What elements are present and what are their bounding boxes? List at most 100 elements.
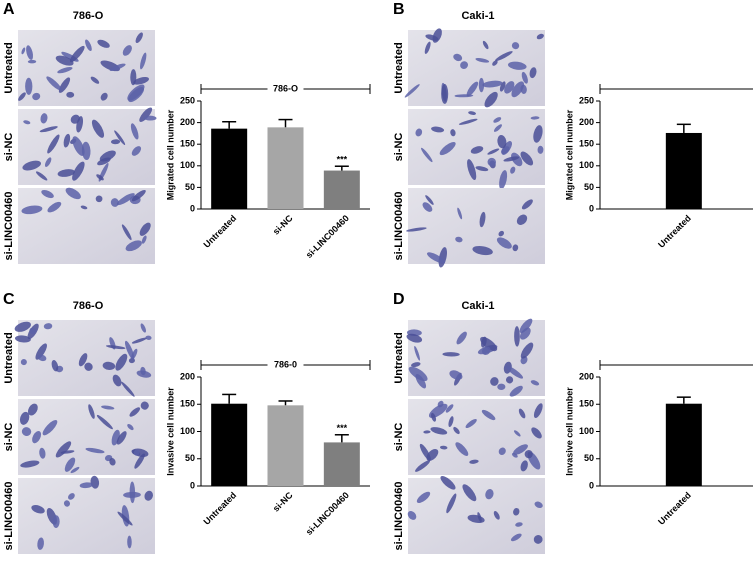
row-label: si-LINC00460 <box>393 191 405 260</box>
cell <box>431 126 445 133</box>
cell <box>69 45 85 63</box>
bar <box>665 403 702 486</box>
cell <box>510 533 522 542</box>
bar <box>323 170 360 209</box>
cell <box>140 52 147 70</box>
cell <box>85 447 105 454</box>
y-tick-label: 0 <box>589 203 594 213</box>
cell <box>448 416 454 428</box>
image-title: Caki-1 <box>461 300 494 312</box>
y-tick-label: 50 <box>185 453 195 463</box>
cell <box>487 157 497 167</box>
cell <box>129 481 136 504</box>
cell <box>110 139 121 145</box>
cell <box>41 189 54 199</box>
cell <box>425 195 434 205</box>
cell <box>14 321 31 332</box>
cell <box>511 42 520 50</box>
y-tick-label: 100 <box>180 160 195 170</box>
cell <box>516 214 528 225</box>
cell <box>520 151 534 166</box>
cell <box>131 337 147 344</box>
cell <box>520 84 527 94</box>
cell <box>515 522 523 527</box>
micrograph <box>408 109 545 190</box>
cell <box>95 195 103 203</box>
bar <box>211 128 248 209</box>
cell <box>88 404 95 419</box>
row-label: si-NC <box>3 423 15 452</box>
cell <box>503 156 520 162</box>
row-label: si-LINC00460 <box>3 481 15 550</box>
cell <box>127 423 134 431</box>
cell <box>482 40 489 50</box>
cell <box>421 147 433 163</box>
cell <box>493 124 502 132</box>
cell <box>411 362 421 368</box>
cell <box>21 427 32 436</box>
row-label: si-LINC00460 <box>3 191 15 260</box>
cell <box>462 484 477 502</box>
cell <box>68 493 75 500</box>
cell <box>490 377 499 386</box>
cell <box>520 460 528 472</box>
cell <box>131 348 138 360</box>
micrograph <box>18 475 155 554</box>
cell <box>39 447 46 459</box>
cell <box>430 427 448 435</box>
cell <box>14 335 31 343</box>
cell <box>441 83 449 104</box>
micrograph <box>18 107 157 185</box>
cell <box>131 189 146 202</box>
cell <box>127 535 132 549</box>
cell <box>110 198 119 207</box>
row-label: Untreated <box>393 42 405 93</box>
cell <box>31 504 45 514</box>
cell <box>21 205 43 215</box>
cell <box>144 490 153 501</box>
cell <box>27 403 38 416</box>
cell <box>140 323 147 333</box>
cell <box>424 41 431 54</box>
image-title: Caki-1 <box>461 10 494 22</box>
cell <box>57 67 73 74</box>
cell <box>536 33 544 40</box>
cell <box>131 146 142 156</box>
cell <box>533 125 543 143</box>
bar <box>323 442 360 486</box>
cell <box>485 489 494 500</box>
micrograph <box>404 28 545 108</box>
x-tick-label: si-NC <box>271 213 295 237</box>
cell <box>404 84 420 98</box>
y-tick-label: 200 <box>579 371 594 381</box>
cell <box>37 537 44 550</box>
cell <box>109 63 126 71</box>
bar <box>267 405 304 486</box>
cell <box>520 342 534 359</box>
cell <box>426 252 445 264</box>
significance-label: *** <box>337 423 348 433</box>
micrograph <box>407 475 545 554</box>
cell <box>66 91 75 98</box>
y-tick-label: 250 <box>579 95 594 105</box>
cell <box>407 510 417 520</box>
cell <box>64 457 76 472</box>
cell <box>510 166 516 174</box>
cell <box>470 146 484 154</box>
y-tick-label: 100 <box>579 160 594 170</box>
panel-label: C <box>3 291 15 308</box>
cell <box>21 47 26 55</box>
cell <box>511 81 525 98</box>
cell <box>58 77 71 93</box>
cell <box>499 81 506 92</box>
y-axis-label: Migrated cell number <box>564 109 574 200</box>
cell <box>453 426 460 435</box>
cell <box>445 404 454 413</box>
cell <box>487 148 500 155</box>
cell <box>513 508 520 516</box>
y-tick-label: 100 <box>180 426 195 436</box>
cell <box>414 345 420 361</box>
cell <box>511 152 523 167</box>
bar <box>267 127 304 209</box>
